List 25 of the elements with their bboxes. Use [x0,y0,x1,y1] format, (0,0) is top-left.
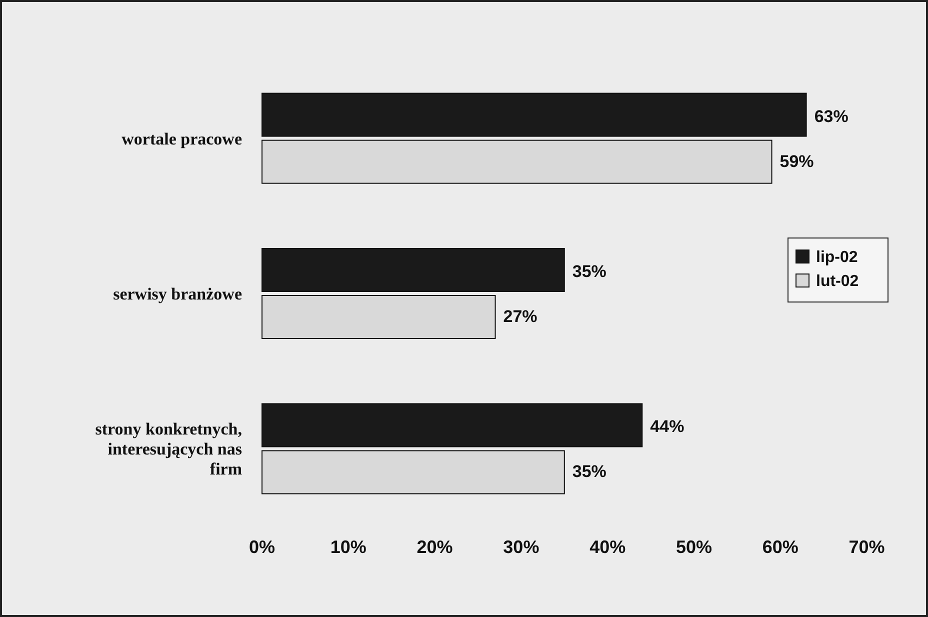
data-label: 44% [650,417,684,436]
x-tick-label: 40% [590,537,626,557]
x-tick-label: 30% [503,537,540,557]
x-tick-label: 60% [762,537,798,557]
data-label: 35% [572,262,606,281]
bar [262,450,565,494]
bar [262,248,565,292]
x-tick-label: 20% [416,537,453,557]
y-tick-label: strony konkretnych, interesujących nas firm [95,420,242,479]
x-tick-label: 0% [248,537,276,557]
y-tick-label: serwisy branżowe [113,284,242,304]
bar [262,295,496,340]
x-tick-label: 10% [330,537,366,557]
data-label: 27% [503,307,538,326]
y-tick-label: wortale pracowe [122,129,242,148]
x-tick-label: 50% [676,537,712,557]
legend-label: lut-02 [816,273,859,290]
bar [262,403,643,448]
data-label: 35% [572,462,606,482]
legend-label: lip-02 [816,249,858,266]
bar [262,140,772,184]
x-tick-label: 70% [848,537,885,557]
bar [262,92,807,137]
data-label: 63% [814,106,848,126]
data-label: 59% [780,152,814,171]
